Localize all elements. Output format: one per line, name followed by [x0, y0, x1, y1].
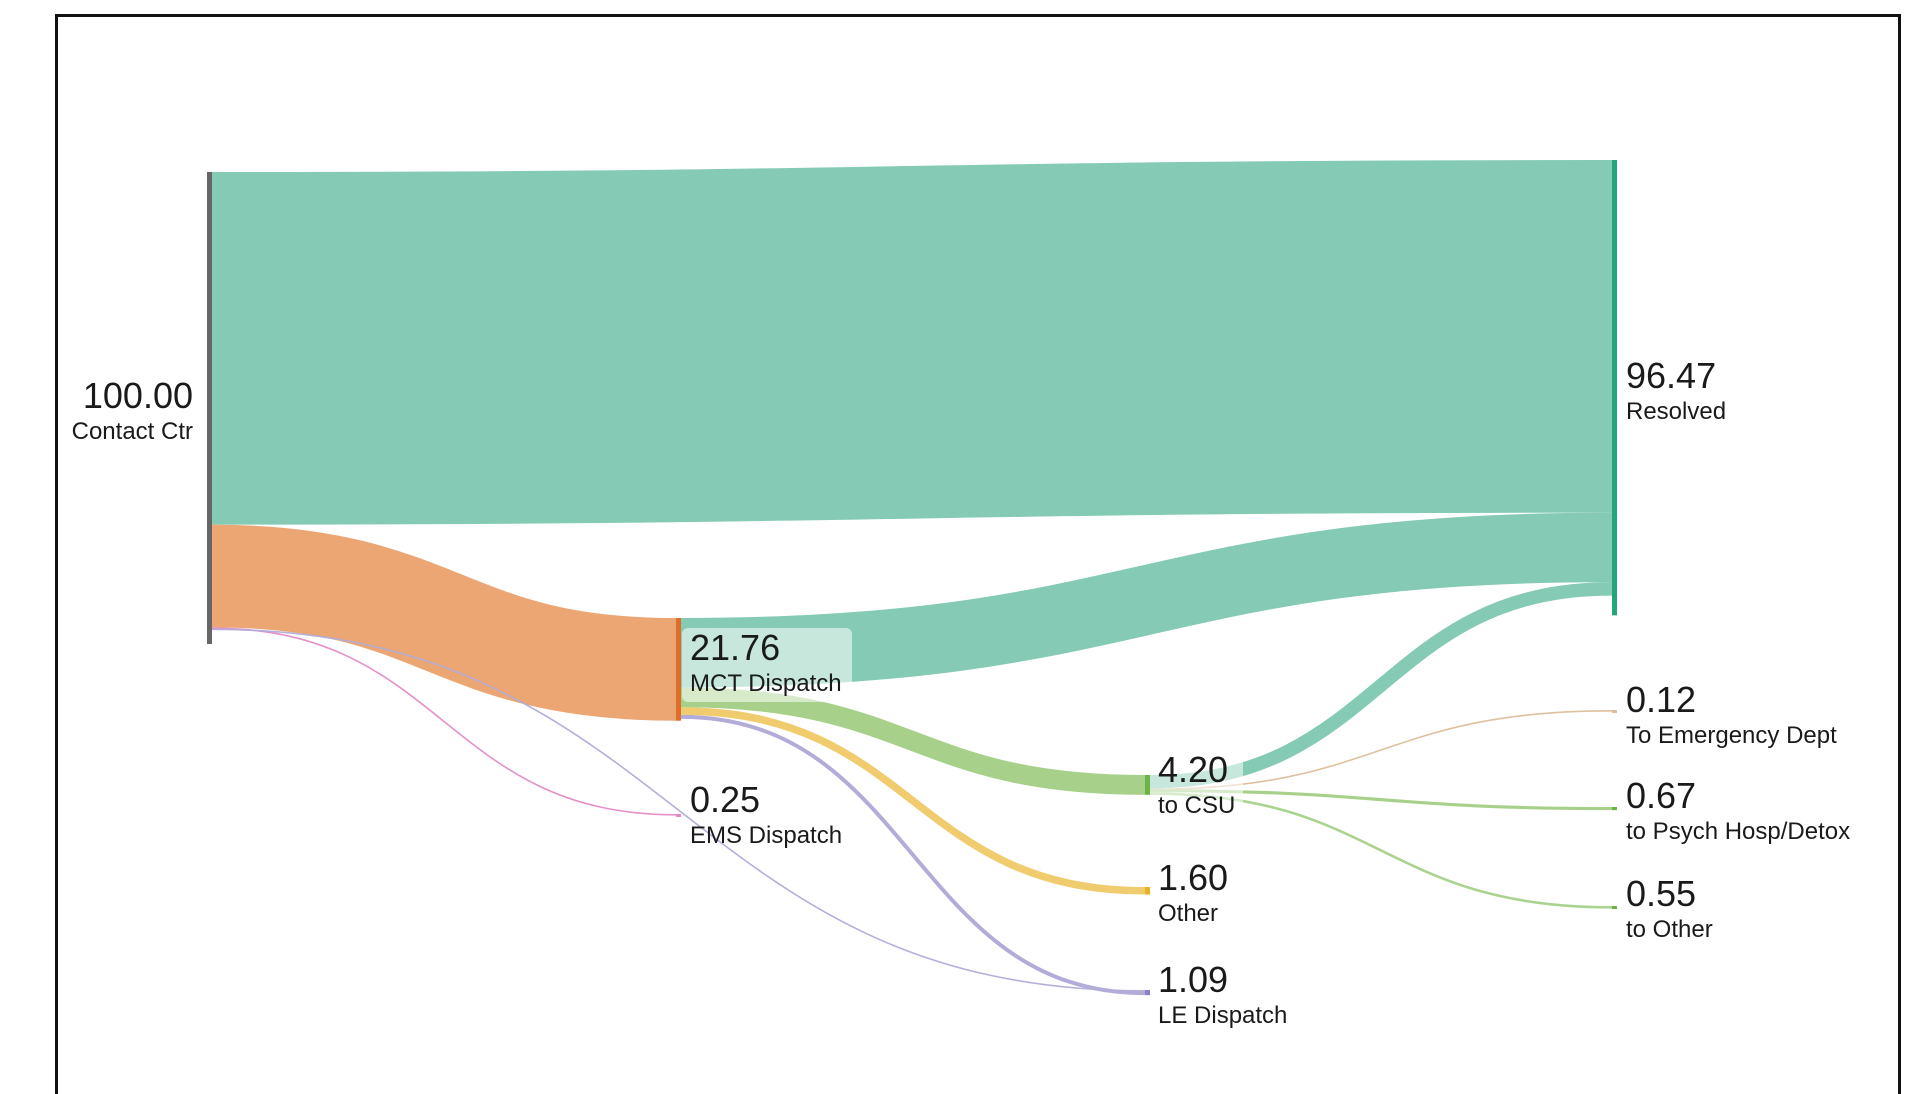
node-bar-ems: [676, 814, 681, 817]
link-contact-to-le: [211, 628, 1146, 992]
node-label-resolved: 96.47 Resolved: [1626, 358, 1726, 424]
node-name-psych: to Psych Hosp/Detox: [1626, 818, 1851, 845]
node-bar-resolved: [1612, 160, 1617, 616]
node-name-le: LE Dispatch: [1158, 1002, 1288, 1029]
node-name-resolved: Resolved: [1626, 398, 1727, 425]
node-value-contact: 100.00: [82, 375, 193, 416]
node-bar-mct: [676, 618, 681, 721]
node-name-toother: to Other: [1626, 916, 1713, 943]
node-label-le: 1.09 LE Dispatch: [1158, 962, 1287, 1028]
node-value-resolved: 96.47: [1626, 355, 1717, 396]
node-label-mct: 21.76 MCT Dispatch: [682, 628, 852, 702]
link-contact-to-ems: [211, 627, 677, 816]
node-label-csu: 4.20 to CSU: [1150, 749, 1244, 822]
node-value-other: 1.60: [1158, 857, 1229, 898]
node-label-ed: 0.12 To Emergency Dept: [1626, 682, 1837, 748]
node-value-ems: 0.25: [690, 779, 761, 820]
node-value-mct: 21.76: [690, 627, 781, 668]
node-value-toother: 0.55: [1626, 873, 1697, 914]
node-bar-psych: [1612, 807, 1617, 811]
node-name-mct: MCT Dispatch: [690, 670, 842, 697]
node-name-ed: To Emergency Dept: [1626, 722, 1837, 749]
node-value-ed: 0.12: [1626, 679, 1697, 720]
node-label-contact: 100.00 Contact Ctr: [72, 378, 193, 444]
link-contact-to-mct: [211, 524, 677, 721]
node-label-ems: 0.25 EMS Dispatch: [690, 782, 842, 848]
node-bar-contact: [207, 172, 212, 644]
node-label-toother: 0.55 to Other: [1626, 876, 1713, 942]
chart-frame: [55, 14, 1901, 1094]
node-name-csu: to CSU: [1158, 792, 1236, 819]
node-value-csu: 4.20: [1158, 749, 1229, 790]
node-label-other: 1.60 Other: [1158, 860, 1228, 926]
link-mct-to-le: [680, 714, 1146, 996]
node-value-le: 1.09: [1158, 959, 1229, 1000]
node-name-contact: Contact Ctr: [71, 418, 193, 445]
node-bar-toother: [1612, 906, 1617, 909]
node-label-psych: 0.67 to Psych Hosp/Detox: [1626, 778, 1850, 844]
node-bar-le: [1145, 990, 1150, 996]
link-mct-to-other: [680, 707, 1146, 895]
node-bar-ed: [1612, 710, 1617, 713]
link-mct-to-csu: [680, 687, 1146, 795]
sankey-links: [211, 160, 1613, 996]
link-contact-to-resolved: [211, 160, 1613, 525]
node-name-ems: EMS Dispatch: [690, 822, 843, 849]
node-name-other: Other: [1158, 900, 1219, 927]
node-value-psych: 0.67: [1626, 775, 1697, 816]
sankey-nodes: [207, 160, 1617, 996]
node-bar-other: [1145, 887, 1150, 895]
link-mct-to-resolved: [680, 512, 1613, 688]
node-bar-csu: [1145, 775, 1150, 795]
